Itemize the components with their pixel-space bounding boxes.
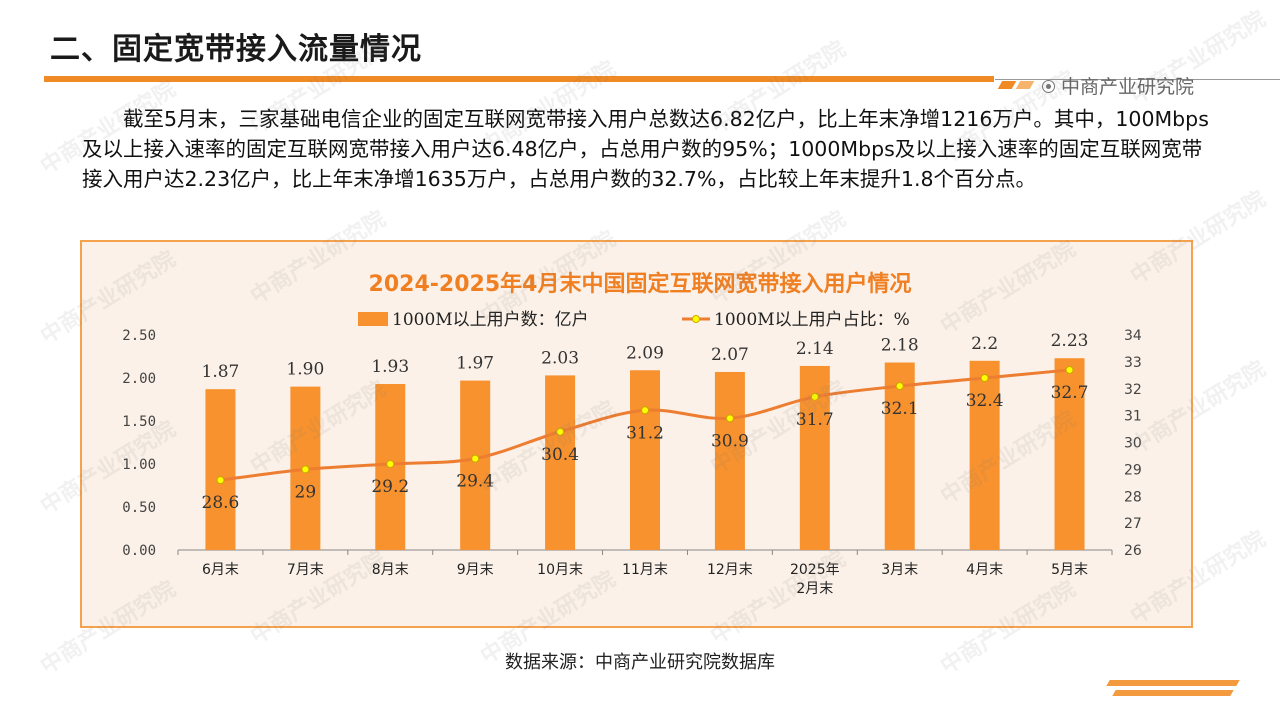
bar-value-label: 1.87 bbox=[202, 362, 240, 382]
y-left-tick-label: 1.00 bbox=[122, 457, 156, 473]
bar-value-label: 2.14 bbox=[796, 339, 834, 359]
y-right-tick-label: 26 bbox=[1124, 543, 1142, 559]
bar-value-label: 2.23 bbox=[1051, 331, 1089, 351]
x-category-label: 8月末 bbox=[372, 562, 409, 578]
y-right-tick-label: 34 bbox=[1124, 328, 1142, 344]
brand-logo: 中商产业研究院 bbox=[1042, 72, 1194, 99]
line-point bbox=[641, 406, 649, 415]
line-value-label: 32.7 bbox=[1051, 383, 1089, 403]
y-right-tick-label: 28 bbox=[1124, 489, 1142, 505]
line-value-label: 31.7 bbox=[796, 410, 834, 430]
title-underline bbox=[44, 76, 994, 82]
line-value-label: 32.1 bbox=[881, 399, 919, 419]
line-point bbox=[1065, 365, 1074, 374]
line-point bbox=[216, 476, 225, 485]
line-value-label: 28.6 bbox=[202, 493, 240, 513]
header-divider bbox=[995, 79, 1280, 80]
bar-value-label: 2.18 bbox=[881, 336, 919, 356]
bar bbox=[630, 370, 660, 550]
summary-paragraph: 截至5月末，三家基础电信企业的固定互联网宽带接入用户总数达6.82亿户，比上年末… bbox=[82, 104, 1212, 194]
legend-bar-label: 1000M以上用户数：亿户 bbox=[392, 310, 589, 330]
bar bbox=[884, 362, 915, 550]
x-category-label: 11月末 bbox=[622, 562, 668, 578]
page-title: 二、固定宽带接入流量情况 bbox=[50, 32, 422, 67]
x-category-label: 6月末 bbox=[202, 562, 239, 578]
y-right-tick-label: 33 bbox=[1124, 355, 1142, 371]
line-point bbox=[810, 392, 819, 401]
y-left-tick-label: 0.50 bbox=[122, 500, 156, 516]
brand-name: 中商产业研究院 bbox=[1061, 76, 1195, 98]
bar-value-label: 2.03 bbox=[541, 348, 579, 368]
corner-decoration bbox=[1106, 680, 1240, 700]
x-category-label: 5月末 bbox=[1051, 562, 1088, 578]
line-value-label: 32.4 bbox=[966, 391, 1004, 411]
line-point bbox=[895, 382, 904, 391]
y-left-tick-label: 2.50 bbox=[122, 328, 156, 344]
line-point bbox=[725, 414, 734, 423]
line-point bbox=[556, 427, 565, 436]
bar-value-label: 1.93 bbox=[371, 357, 409, 377]
line-point bbox=[471, 454, 480, 463]
y-left-tick-label: 0.00 bbox=[122, 543, 156, 559]
x-category-label: 2月末 bbox=[796, 581, 833, 597]
y-left-tick-label: 2.00 bbox=[122, 371, 156, 387]
y-right-tick-label: 27 bbox=[1124, 516, 1142, 532]
line-value-label: 29.2 bbox=[371, 477, 409, 497]
brand-circle-icon bbox=[1042, 80, 1055, 93]
bar bbox=[714, 371, 745, 550]
bar-value-label: 2.2 bbox=[971, 334, 998, 354]
legend-bar-swatch bbox=[358, 312, 388, 326]
chart-legend: 1000M以上用户数：亿户 1000M以上用户占比：% bbox=[358, 310, 910, 330]
x-category-label: 12月末 bbox=[707, 562, 753, 578]
legend-line-marker bbox=[692, 315, 700, 323]
x-category-label: 2025年 bbox=[790, 562, 840, 578]
x-category-label: 4月末 bbox=[966, 562, 1003, 578]
legend-line-label: 1000M以上用户占比：% bbox=[714, 310, 910, 330]
bar-value-label: 2.07 bbox=[711, 345, 749, 365]
line-point bbox=[386, 460, 395, 468]
x-category-label: 3月末 bbox=[881, 562, 918, 578]
line-point bbox=[980, 374, 989, 382]
bar bbox=[1054, 358, 1085, 550]
bar bbox=[205, 389, 236, 550]
y-right-tick-label: 29 bbox=[1124, 462, 1142, 478]
bar-value-label: 1.97 bbox=[456, 354, 494, 374]
y-right-tick-label: 30 bbox=[1124, 436, 1142, 452]
line-value-label: 31.2 bbox=[626, 423, 664, 443]
line-value-label: 29.4 bbox=[456, 472, 494, 492]
y-right-tick-label: 32 bbox=[1124, 382, 1142, 398]
chart-title: 2024-2025年4月末中国固定互联网宽带接入用户情况 bbox=[368, 272, 912, 297]
summary-text: 截至5月末，三家基础电信企业的固定互联网宽带接入用户总数达6.82亿户，比上年末… bbox=[82, 107, 1209, 191]
bar-value-label: 1.90 bbox=[286, 360, 324, 380]
y-right-tick-label: 31 bbox=[1124, 409, 1142, 425]
bar-value-label: 2.09 bbox=[626, 343, 664, 363]
x-category-label: 7月末 bbox=[287, 562, 324, 578]
bar bbox=[545, 375, 576, 550]
y-left-tick-label: 1.50 bbox=[122, 414, 156, 430]
line-value-label: 29 bbox=[295, 482, 317, 502]
line-point bbox=[301, 465, 310, 474]
line-value-label: 30.9 bbox=[711, 431, 749, 451]
data-source: 数据来源：中商产业研究院数据库 bbox=[505, 652, 775, 673]
x-category-label: 10月末 bbox=[537, 562, 583, 578]
line-value-label: 30.4 bbox=[541, 445, 579, 465]
bar bbox=[460, 380, 491, 550]
x-category-label: 9月末 bbox=[457, 562, 494, 578]
bar bbox=[969, 360, 1000, 550]
